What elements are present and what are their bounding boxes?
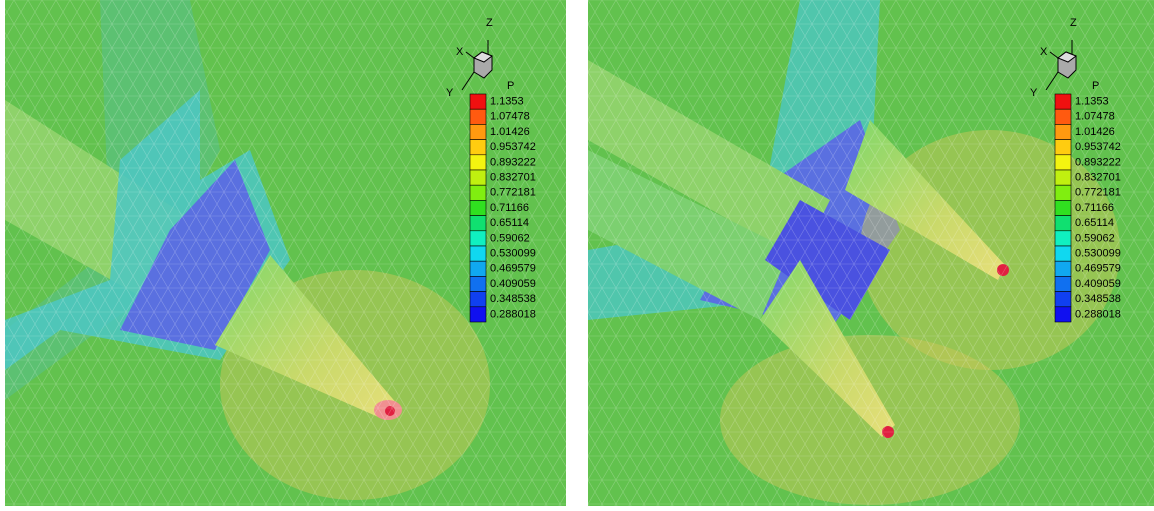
triad-y: Y <box>446 87 454 99</box>
legend-label: 0.409059 <box>490 278 536 290</box>
legend-label: 0.65114 <box>490 217 529 229</box>
legend-label: 0.893222 <box>1075 156 1121 168</box>
legend-swatch <box>1055 276 1071 291</box>
legend-swatch <box>1055 109 1071 124</box>
legend-title: P <box>1092 80 1099 92</box>
legend-swatch <box>470 292 486 307</box>
legend-swatch <box>1055 140 1071 155</box>
legend-label: 0.71166 <box>1075 202 1114 214</box>
triad-x: X <box>1040 46 1048 58</box>
legend-label: 0.953742 <box>1075 141 1121 153</box>
legend-swatch <box>1055 246 1071 261</box>
legend-label: 0.832701 <box>1075 172 1121 184</box>
legend-swatch <box>470 276 486 291</box>
legend-label: 0.409059 <box>1075 278 1121 290</box>
legend-swatch <box>1055 185 1071 200</box>
legend-swatch <box>470 185 486 200</box>
legend-label: 0.893222 <box>490 156 536 168</box>
page: Z X Y P 1.1353 1.07478 1.01426 0.953742 0.893222… <box>0 0 1154 511</box>
legend-swatch <box>1055 155 1071 170</box>
figure: Z X Y P 1.1353 1.07478 1.01426 0.953742 0.893222… <box>0 0 1154 506</box>
legend-label: 0.530099 <box>490 248 536 260</box>
legend-label: 1.07478 <box>1075 111 1115 123</box>
legend-swatch <box>1055 231 1071 246</box>
legend-label: 0.469579 <box>1075 263 1121 275</box>
legend-swatch <box>470 307 486 322</box>
legend-label: 1.1353 <box>490 96 524 108</box>
legend-swatch <box>470 261 486 276</box>
legend-swatch <box>1055 307 1071 322</box>
triad-z: Z <box>1070 17 1077 29</box>
legend-label: 0.772181 <box>1075 187 1121 199</box>
legend-label: 1.07478 <box>490 111 530 123</box>
legend-label: 0.348538 <box>1075 293 1121 305</box>
legend-label: 0.530099 <box>1075 248 1121 260</box>
legend-label: 0.71166 <box>490 202 529 214</box>
legend-swatch <box>470 246 486 261</box>
legend-swatch <box>1055 261 1071 276</box>
legend-label: 0.288018 <box>1075 308 1121 320</box>
legend-label: 0.832701 <box>490 172 536 184</box>
legend-swatch <box>470 109 486 124</box>
legend: P 1.1353 1.07478 1.01426 0.953742 0.893222 0.8… <box>470 80 536 322</box>
legend-swatch <box>470 170 486 185</box>
legend-label: 0.469579 <box>490 263 536 275</box>
legend-label: 0.65114 <box>1075 217 1114 229</box>
legend: P 1.1353 1.07478 1.01426 0.953742 0.893222 0.8… <box>1055 80 1121 322</box>
legend-swatch <box>1055 292 1071 307</box>
legend-label: 0.348538 <box>490 293 536 305</box>
legend-label: 1.01426 <box>490 126 530 138</box>
legend-swatch <box>470 94 486 109</box>
legend-swatch <box>1055 170 1071 185</box>
legend-swatch <box>1055 124 1071 139</box>
legend-swatch <box>1055 216 1071 231</box>
triad-y: Y <box>1030 87 1038 99</box>
legend-label: 0.59062 <box>1075 232 1115 244</box>
legend-swatch <box>1055 200 1071 215</box>
legend-swatch <box>470 155 486 170</box>
legend-label: 0.953742 <box>490 141 536 153</box>
legend-swatch <box>470 231 486 246</box>
legend-label: 0.59062 <box>490 232 530 244</box>
legend-label: 0.288018 <box>490 308 536 320</box>
legend-label: 0.772181 <box>490 187 536 199</box>
legend-label: 1.1353 <box>1075 96 1109 108</box>
triad-z: Z <box>486 17 493 29</box>
legend-swatch <box>1055 94 1071 109</box>
legend-swatch <box>470 200 486 215</box>
legend-label: 1.01426 <box>1075 126 1115 138</box>
legend-title: P <box>507 80 514 92</box>
legend-swatch <box>470 124 486 139</box>
legend-swatch <box>470 216 486 231</box>
triad-x: X <box>456 46 464 58</box>
legend-swatch <box>470 140 486 155</box>
